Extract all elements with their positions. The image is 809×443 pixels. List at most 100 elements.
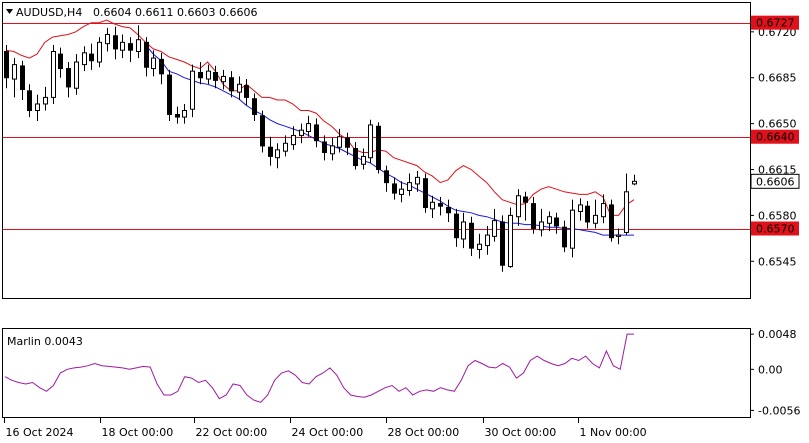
candle-body (82, 52, 87, 66)
candle-body (446, 207, 451, 214)
candle (144, 37, 149, 77)
candle (244, 79, 249, 106)
candle-body (299, 129, 304, 136)
ma-red-line (5, 19, 635, 216)
time-axis[interactable]: 16 Oct 2024 18 Oct 00:00 22 Oct 00:00 24 Oc… (4, 418, 647, 439)
candle-body (213, 71, 218, 81)
candle (516, 189, 521, 226)
ma-blue-path (145, 44, 634, 236)
candle-body (159, 58, 164, 75)
level-price-label: 0.6640 (756, 131, 795, 144)
candle-body (523, 196, 528, 203)
candle-body (547, 216, 552, 224)
price-tick-label: 0.6545 (758, 255, 797, 268)
candle-body (175, 113, 180, 118)
candle-body (361, 155, 366, 165)
candle-body (27, 90, 32, 112)
candle (213, 65, 218, 89)
candle-body (268, 146, 273, 157)
candle-body (105, 33, 110, 45)
price-tick-label: 0.6615 (758, 164, 797, 177)
price-tick-label: 0.6650 (758, 118, 797, 131)
candle-body (252, 98, 257, 115)
candle-body (539, 221, 544, 231)
candle-body (423, 178, 428, 209)
candle (593, 199, 598, 229)
candle-body (97, 41, 102, 63)
candle-body (66, 68, 71, 88)
candle (105, 27, 110, 52)
candle (609, 199, 614, 242)
candle (368, 119, 373, 163)
candle (58, 47, 63, 78)
candle (35, 94, 40, 121)
marlin-tick-label: 0.0048 (758, 328, 797, 341)
candle-body (144, 41, 149, 68)
candle-body (399, 188, 404, 195)
candle-body (206, 70, 211, 80)
price-tags: 0.6727 0.6640 0.6570 0.6606 (750, 15, 800, 236)
candle-body (492, 220, 497, 237)
candle-body (454, 213, 459, 239)
marlin-tick-label: 0.00 (758, 363, 783, 376)
candle-body (337, 136, 342, 148)
candle (51, 44, 56, 104)
candle (361, 148, 366, 170)
candle (167, 69, 172, 121)
candle-body (244, 85, 249, 98)
candle (12, 58, 17, 98)
candle-body (407, 182, 412, 191)
time-tick-label: 16 Oct 2024 (6, 426, 74, 439)
candle-body (291, 134, 296, 146)
candle (337, 128, 342, 153)
candle (376, 122, 381, 174)
candle (175, 106, 180, 124)
candle (438, 197, 443, 216)
candle-body (585, 205, 590, 223)
candle (392, 177, 397, 200)
candle (632, 174, 637, 186)
candle (4, 44, 9, 89)
candle (461, 212, 466, 249)
candle (469, 216, 474, 257)
candle (206, 64, 211, 85)
candle-body (275, 149, 280, 159)
candle-body (376, 125, 381, 171)
level-price-tag (751, 221, 799, 236)
candle-body (500, 221, 505, 266)
price-tick-label: 0.6580 (758, 209, 797, 222)
candle (82, 46, 87, 72)
level-price-tag (751, 15, 799, 30)
candle (485, 225, 490, 255)
candle-body (554, 217, 559, 227)
candle (578, 198, 583, 221)
candle (268, 136, 273, 166)
candle-body (221, 75, 226, 83)
candle-body (20, 65, 25, 91)
candle-body (570, 209, 575, 249)
marlin-tick-label: -0.0056 (758, 404, 800, 417)
candle (229, 71, 234, 98)
candle (531, 197, 536, 234)
time-tick-label: 28 Oct 00:00 (388, 426, 460, 439)
candles (4, 25, 637, 272)
candle-body (438, 203, 443, 207)
candle-body (353, 148, 358, 167)
candle-body (368, 124, 373, 159)
candle (500, 215, 505, 272)
candle (601, 194, 606, 224)
candle (237, 76, 242, 101)
candle (128, 37, 133, 62)
symbol-arrow-icon[interactable] (6, 9, 13, 14)
candle (190, 64, 195, 118)
candle-body (74, 61, 79, 89)
candle (66, 62, 71, 98)
marlin-path (4, 333, 634, 403)
indicator-label: Marlin 0.0043 (7, 335, 83, 348)
candle-body (12, 64, 17, 80)
symbol-label: AUDUSD,H4 (16, 6, 82, 19)
candle-body (58, 53, 63, 70)
level-price-tag (751, 129, 799, 144)
candle-body (229, 77, 234, 92)
candle (275, 143, 280, 169)
